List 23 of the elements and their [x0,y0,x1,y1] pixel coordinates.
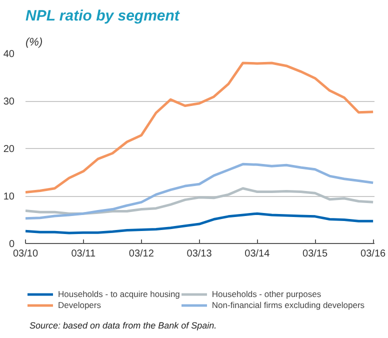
x-tick-label: 03/10 [12,248,38,260]
line-series [26,162,374,220]
line-series [26,212,374,234]
x-tick-label: 03/16 [360,248,386,260]
y-tick-label: 30 [3,96,15,108]
y-tick-label: 20 [3,144,15,155]
y-tick-label: 10 [3,192,15,202]
legend-label: Households - to acquire housing [58,289,180,299]
y-tick-label: 0 [8,239,15,250]
legend-label: Non-financial firms excluding developers [212,300,365,310]
legend-label: Households - other purposes [212,289,322,299]
line-series [26,187,374,215]
x-tick-label: 03/14 [244,248,270,260]
x-tick-label: 03/11 [71,248,96,260]
y-tick-label: 40 [3,49,15,60]
x-tick-label: 03/12 [128,248,154,260]
chart-title: NPL ratio by segment [26,8,180,24]
x-tick-label: 03/13 [186,248,212,260]
x-tick-label: 03/15 [302,248,328,260]
legend-label: Developers [58,300,101,310]
source-note: Source: based on data from the Bank of Spain. [30,320,217,330]
y-axis-title: (%) [26,36,43,48]
line-series [26,62,374,194]
